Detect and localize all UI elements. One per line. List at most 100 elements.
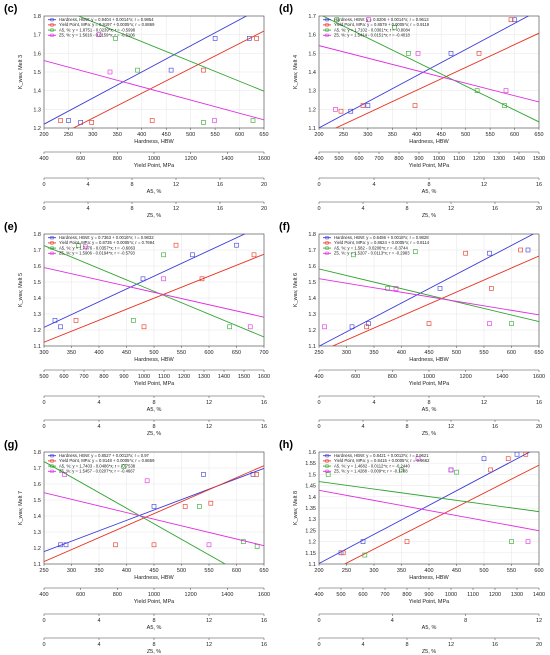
regression-line (44, 234, 246, 328)
x-tick-label: 4 (97, 400, 100, 406)
legend-entry: Yield Point, MPa: y = 0.8624 + 0.0005*x;… (334, 240, 430, 245)
x-tick-label: 300 (39, 350, 48, 356)
x-tick-label: 12 (173, 206, 179, 212)
plot-area (319, 234, 539, 346)
data-point (487, 321, 492, 326)
x-axis-label: A5, % (422, 189, 437, 195)
regression-line (319, 489, 539, 532)
data-point (489, 286, 494, 291)
data-point (149, 118, 155, 123)
x-tick-label: 20 (536, 642, 542, 648)
x-tick-label: 12 (481, 400, 487, 406)
x-tick-label: 500 (177, 568, 186, 574)
y-axis-label: K_wav, Melt 6 (293, 273, 299, 307)
y-tick-label: 1.15 (305, 551, 316, 557)
y-tick-label: 1.3 (308, 89, 316, 95)
x-tick-label: 8 (464, 618, 467, 624)
x-tick-label: 1400 (221, 592, 233, 598)
x-tick-label: 1200 (185, 156, 197, 162)
x-tick-label: 1000 (148, 592, 160, 598)
x-tick-label: 12 (206, 424, 212, 430)
x-tick-label: 300 (369, 568, 378, 574)
x-tick-label: 4 (372, 400, 375, 406)
x-tick-label: 16 (261, 400, 267, 406)
data-point (412, 249, 418, 254)
x-tick-label: 0 (317, 182, 320, 188)
x-tick-label: 8 (152, 400, 155, 406)
x-tick-label: 4 (361, 424, 364, 430)
panel-svg: (e) 1.1 1.2 1.3 1.4 1.5 1.6 1.7 1.8 K_wav, Melt 5… (4, 221, 270, 437)
x-tick-label: 350 (397, 568, 406, 574)
x-tick-label: 550 (486, 132, 495, 138)
data-point (502, 103, 507, 108)
legend-marker (50, 246, 54, 250)
x-tick-label: 800 (99, 374, 108, 380)
data-point (168, 67, 174, 73)
x-tick-label: 16 (261, 424, 267, 430)
x-tick-label: 300 (363, 132, 372, 138)
x-tick-label: 0 (42, 424, 45, 430)
legend-entry: Yield Point, MPa: y = 0.8415 + 0.0005*x;… (334, 458, 430, 463)
x-tick-label: 8 (152, 424, 155, 430)
panel-label: (d) (279, 3, 293, 15)
data-point (58, 324, 63, 330)
y-tick-label: 1.2 (308, 328, 316, 334)
x-axis-label: Z5, % (422, 649, 436, 655)
x-tick-label: 400 (314, 156, 323, 162)
panel-svg: (d)1.11.21.31.41.51.61.7K_wav, Melt 4200… (279, 3, 545, 219)
x-tick-label: 12 (173, 182, 179, 188)
y-tick-label: 1.5 (308, 280, 316, 286)
y-tick-label: 1.1 (308, 344, 316, 350)
x-tick-label: 550 (507, 568, 516, 574)
data-point (107, 69, 113, 75)
regression-line (319, 452, 531, 564)
x-tick-label: 600 (358, 592, 367, 598)
plot-area (319, 16, 539, 128)
x-axis-label: A5, % (422, 625, 437, 631)
data-point (476, 51, 482, 56)
x-axis-label: Hardness, HBW (134, 357, 174, 363)
legend-marker (50, 241, 54, 245)
x-tick-label: 8 (405, 424, 408, 430)
x-axis-label: Yield Point, MPa (409, 381, 450, 387)
regression-line (334, 32, 539, 128)
y-axis-label: K_wav, Melt 4 (293, 55, 299, 89)
x-tick-label: 1200 (185, 592, 197, 598)
x-tick-label: 500 (461, 132, 470, 138)
data-point (197, 504, 202, 509)
legend-entry: Hardness, HBW: y = 0.9404 + 0.0014*x; r … (59, 17, 154, 22)
data-point (227, 324, 232, 330)
data-point (349, 324, 355, 330)
x-tick-label: 1200 (178, 374, 190, 380)
x-tick-label: 350 (113, 132, 122, 138)
x-tick-label: 200 (314, 132, 323, 138)
x-tick-label: 16 (536, 182, 542, 188)
regression-line (319, 234, 535, 346)
data-point (113, 36, 118, 41)
data-point (523, 452, 529, 457)
panel-label: (e) (4, 221, 18, 233)
x-tick-label: 1400 (496, 374, 508, 380)
legend-marker (50, 251, 54, 255)
data-point (512, 17, 517, 23)
y-tick-label: 1.8 (308, 232, 316, 238)
data-point (463, 250, 468, 256)
x-tick-label: 450 (149, 568, 158, 574)
legend-entry: A5, %: y = 1.7403 - 0.0486*x; r = -0.753… (59, 463, 136, 468)
x-axis-label: A5, % (147, 189, 162, 195)
regression-line (44, 465, 264, 563)
data-point (399, 467, 404, 473)
x-tick-label: 500 (39, 374, 48, 380)
data-point (182, 504, 188, 509)
x-tick-label: 4 (391, 618, 394, 624)
legend-marker (325, 454, 329, 458)
x-tick-label: 12 (206, 400, 212, 406)
data-point (454, 469, 459, 475)
x-tick-label: 250 (342, 568, 351, 574)
y-tick-label: 1.1 (33, 344, 41, 350)
y-tick-label: 1.6 (33, 51, 41, 57)
data-point (448, 51, 454, 56)
plot-frame (318, 15, 540, 129)
data-point (206, 542, 212, 548)
